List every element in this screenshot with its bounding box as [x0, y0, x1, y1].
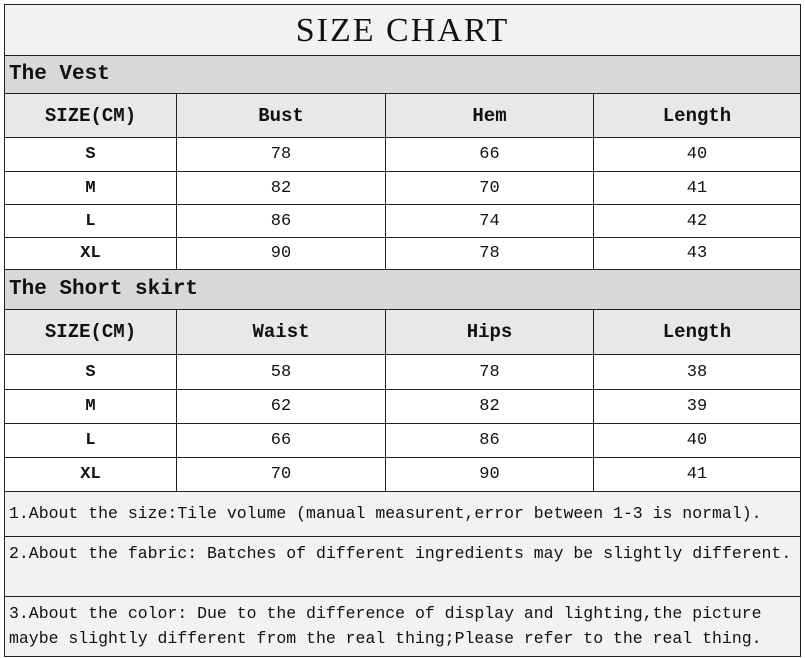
- measurement-cell: 43: [686, 244, 708, 263]
- table-header-row: SIZE(CM) Bust Hem Length: [5, 94, 800, 138]
- size-label: M: [5, 390, 177, 423]
- size-label: XL: [5, 458, 177, 491]
- measurement-cell: 40: [686, 431, 708, 450]
- table-row: M 82 70 41: [5, 172, 800, 205]
- section-title: The Short skirt: [5, 270, 800, 310]
- table-header-row: SIZE(CM) Waist Hips Length: [5, 310, 800, 355]
- measurement-cell: 86: [177, 205, 386, 237]
- column-header: Hips: [386, 310, 594, 354]
- table-row: M 62 82 39: [5, 390, 800, 424]
- table-row: L 66 86 40: [5, 424, 800, 458]
- column-header: Length: [662, 104, 732, 127]
- size-label: XL: [5, 238, 177, 269]
- measurement-cell: 40: [686, 145, 708, 164]
- measurement-cell: 78: [386, 355, 594, 389]
- measurement-cell: 78: [386, 238, 594, 269]
- column-header: Waist: [177, 310, 386, 354]
- section-title: The Vest: [5, 56, 800, 94]
- table-row: S 78 66 40: [5, 138, 800, 172]
- measurement-cell: 82: [177, 172, 386, 204]
- column-header: SIZE(CM): [5, 310, 177, 354]
- measurement-cell: 62: [177, 390, 386, 423]
- size-chart: SIZE CHART The Vest SIZE(CM) Bust Hem Length…: [4, 4, 801, 657]
- size-tables: The Vest SIZE(CM) Bust Hem Length S 78 66 40 M 82 7…: [5, 56, 800, 492]
- measurement-cell: 42: [686, 211, 708, 231]
- size-label: S: [5, 355, 177, 389]
- measurement-cell: 78: [177, 138, 386, 171]
- measurement-cell: 41: [686, 465, 708, 484]
- measurement-cell: 66: [386, 138, 594, 171]
- column-header: Length: [662, 321, 732, 343]
- measurement-cell: 41: [686, 178, 708, 198]
- size-label: M: [5, 172, 177, 204]
- table-row: S 58 78 38: [5, 355, 800, 390]
- table-row: XL 70 90 41: [5, 458, 800, 492]
- column-header: SIZE(CM): [5, 94, 177, 137]
- measurement-cell: 74: [386, 205, 594, 237]
- measurement-cell: 70: [386, 172, 594, 204]
- column-header: Hem: [386, 94, 594, 137]
- column-header: Bust: [177, 94, 386, 137]
- note-size: 1.About the size:Tile volume (manual mea…: [5, 492, 800, 537]
- size-label: S: [5, 138, 177, 171]
- measurement-cell: 90: [386, 458, 594, 491]
- measurement-cell: 90: [177, 238, 386, 269]
- note-color: 3.About the color: Due to the difference…: [5, 597, 800, 656]
- table-row: XL 90 78 43: [5, 238, 800, 270]
- measurement-cell: 86: [386, 424, 594, 457]
- measurement-cell: 39: [686, 397, 708, 416]
- measurement-cell: 58: [177, 355, 386, 389]
- measurement-cell: 66: [177, 424, 386, 457]
- table-row: L 86 74 42: [5, 205, 800, 238]
- size-label: L: [5, 424, 177, 457]
- measurement-cell: 82: [386, 390, 594, 423]
- size-label: L: [5, 205, 177, 237]
- note-fabric: 2.About the fabric: Batches of different…: [5, 537, 800, 597]
- chart-title: SIZE CHART: [5, 5, 800, 56]
- measurement-cell: 70: [177, 458, 386, 491]
- measurement-cell: 38: [686, 362, 708, 382]
